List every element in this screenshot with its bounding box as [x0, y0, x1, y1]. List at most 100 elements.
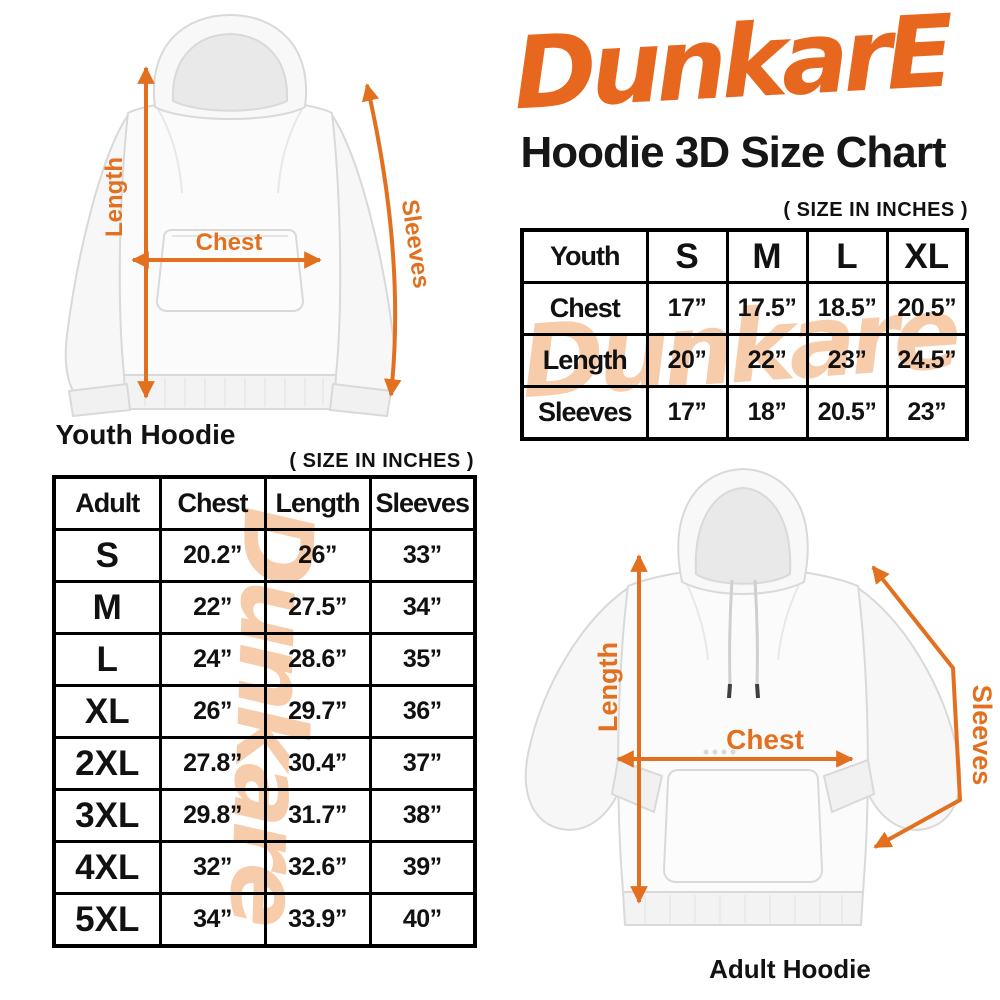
youth-col-s: S [645, 228, 729, 284]
cell-value: 31.7” [263, 788, 372, 843]
cell-value: 34” [158, 892, 267, 948]
adult-aglet-left [727, 683, 732, 699]
adult-col-chest: Chest [158, 475, 267, 531]
cell-value: 24.5” [885, 333, 969, 388]
row-label: 2XL [52, 736, 162, 791]
cell-value: 29.8” [158, 788, 267, 843]
cell-value: 32” [158, 840, 267, 895]
adult-size-row-3xl: 3XL 29.8” 31.7” 38” [52, 788, 477, 843]
adult-hem-band [622, 891, 864, 926]
adult-raglan-seam-right [777, 581, 801, 661]
youth-hoodie-figure: Length Chest Sleeves [64, 14, 435, 417]
row-label: 3XL [52, 788, 162, 843]
adult-sleeves-label: Sleeves [967, 685, 995, 786]
cell-value: 34” [368, 580, 477, 635]
row-label: 4XL [52, 840, 162, 895]
youth-table-corner-label: Youth [520, 228, 649, 284]
youth-col-l: L [805, 228, 889, 284]
cell-value: 30.4” [263, 736, 372, 791]
adult-hood-opening [694, 487, 792, 585]
youth-cuff-left [68, 383, 131, 417]
youth-raglan-seam-left [157, 108, 183, 194]
youth-measure-arrows [131, 66, 402, 399]
row-label: L [52, 632, 162, 687]
cell-value: 37” [368, 736, 477, 791]
adult-drawstring-left [728, 579, 734, 685]
adult-size-row-xl: XL 26” 29.7” 36” [52, 684, 477, 739]
youth-table-header-row: Youth S M L XL [520, 228, 969, 284]
cell-value: 23” [885, 385, 969, 441]
row-label: Sleeves [520, 385, 649, 441]
youth-col-m: M [725, 228, 809, 284]
adult-pocket [663, 769, 823, 883]
row-label: M [52, 580, 162, 635]
cell-value: 22” [725, 333, 809, 388]
cell-value: 33” [368, 528, 477, 583]
row-label: 5XL [52, 892, 162, 948]
adult-size-note: ( SIZE IN INCHES ) [289, 450, 474, 472]
adult-measure-labels: Length Chest Sleeves [593, 642, 995, 785]
adult-size-table: Adult Chest Length Sleeves S 20.2” 26” 3… [52, 475, 477, 948]
adult-chest-label: Chest [726, 724, 804, 755]
cell-value: 17” [645, 281, 729, 336]
adult-aglet-right [755, 683, 760, 699]
cell-value: 40” [368, 892, 477, 948]
brand-logo: DunkarE [511, 0, 956, 130]
adult-drawstring-right [753, 579, 759, 685]
youth-pocket [156, 229, 304, 312]
brand-logo-text: DunkarE [511, 0, 956, 130]
adult-length-label: Length [593, 642, 623, 732]
row-label: S [52, 528, 162, 583]
adult-table-corner-label: Adult [52, 475, 162, 531]
adult-size-row-l: L 24” 28.6” 35” [52, 632, 477, 687]
cell-value: 20” [645, 333, 729, 388]
youth-length-label: Length [101, 157, 128, 237]
cell-value: 36” [368, 684, 477, 739]
cell-value: 35” [368, 632, 477, 687]
adult-size-row-m: M 22” 27.5” 34” [52, 580, 477, 635]
adult-col-sleeves: Sleeves [368, 475, 477, 531]
adult-col-length: Length [263, 475, 372, 531]
cell-value: 38” [368, 788, 477, 843]
youth-chest-label: Chest [196, 229, 263, 256]
youth-size-table: Youth S M L XL Chest 17” 17.5” 18.5” 20.… [520, 228, 969, 441]
youth-sleeves-row: Sleeves 17” 18” 20.5” 23” [520, 385, 969, 441]
youth-sleeves-arrow [361, 83, 402, 397]
adult-size-row-2xl: 2XL 27.8” 30.4” 37” [52, 736, 477, 791]
youth-sleeves-label: Sleeves [396, 198, 435, 290]
adult-size-row-5xl: 5XL 34” 33.9” 40” [52, 892, 477, 948]
cell-value: 17.5” [725, 281, 809, 336]
cell-value: 20.5” [805, 385, 889, 441]
cell-value: 26” [263, 528, 372, 583]
youth-col-xl: XL [885, 228, 969, 284]
row-label: XL [52, 684, 162, 739]
cell-value: 29.7” [263, 684, 372, 739]
adult-hem-ribs [644, 895, 843, 923]
youth-length-row: Length 20” 22” 23” 24.5” [520, 333, 969, 388]
youth-chest-row: Chest 17” 17.5” 18.5” 20.5” [520, 281, 969, 336]
cell-value: 20.5” [885, 281, 969, 336]
adult-hoodie-figure: Length Chest Sleeves [524, 468, 995, 926]
cell-value: 18” [725, 385, 809, 441]
cell-value: 27.5” [263, 580, 372, 635]
cell-value: 32.6” [263, 840, 372, 895]
adult-size-row-s: S 20.2” 26” 33” [52, 528, 477, 583]
cell-value: 18.5” [805, 281, 889, 336]
cell-value: 24” [158, 632, 267, 687]
adult-measure-arrows [616, 554, 963, 904]
youth-hood-opening [171, 33, 289, 112]
adult-hoodie-illustration [524, 468, 962, 926]
adult-raglan-seam-left [685, 581, 709, 661]
cell-value: 39” [368, 840, 477, 895]
row-label: Length [520, 333, 649, 388]
cell-value: 23” [805, 333, 889, 388]
cell-value: 22” [158, 580, 267, 635]
youth-raglan-seam-right [277, 108, 303, 194]
adult-sleeves-arrow [871, 565, 963, 849]
row-label: Chest [520, 281, 649, 336]
adult-size-row-4xl: 4XL 32” 32.6” 39” [52, 840, 477, 895]
cell-value: 28.6” [263, 632, 372, 687]
adult-figure-caption: Adult Hoodie [709, 954, 871, 984]
cell-value: 26” [158, 684, 267, 739]
